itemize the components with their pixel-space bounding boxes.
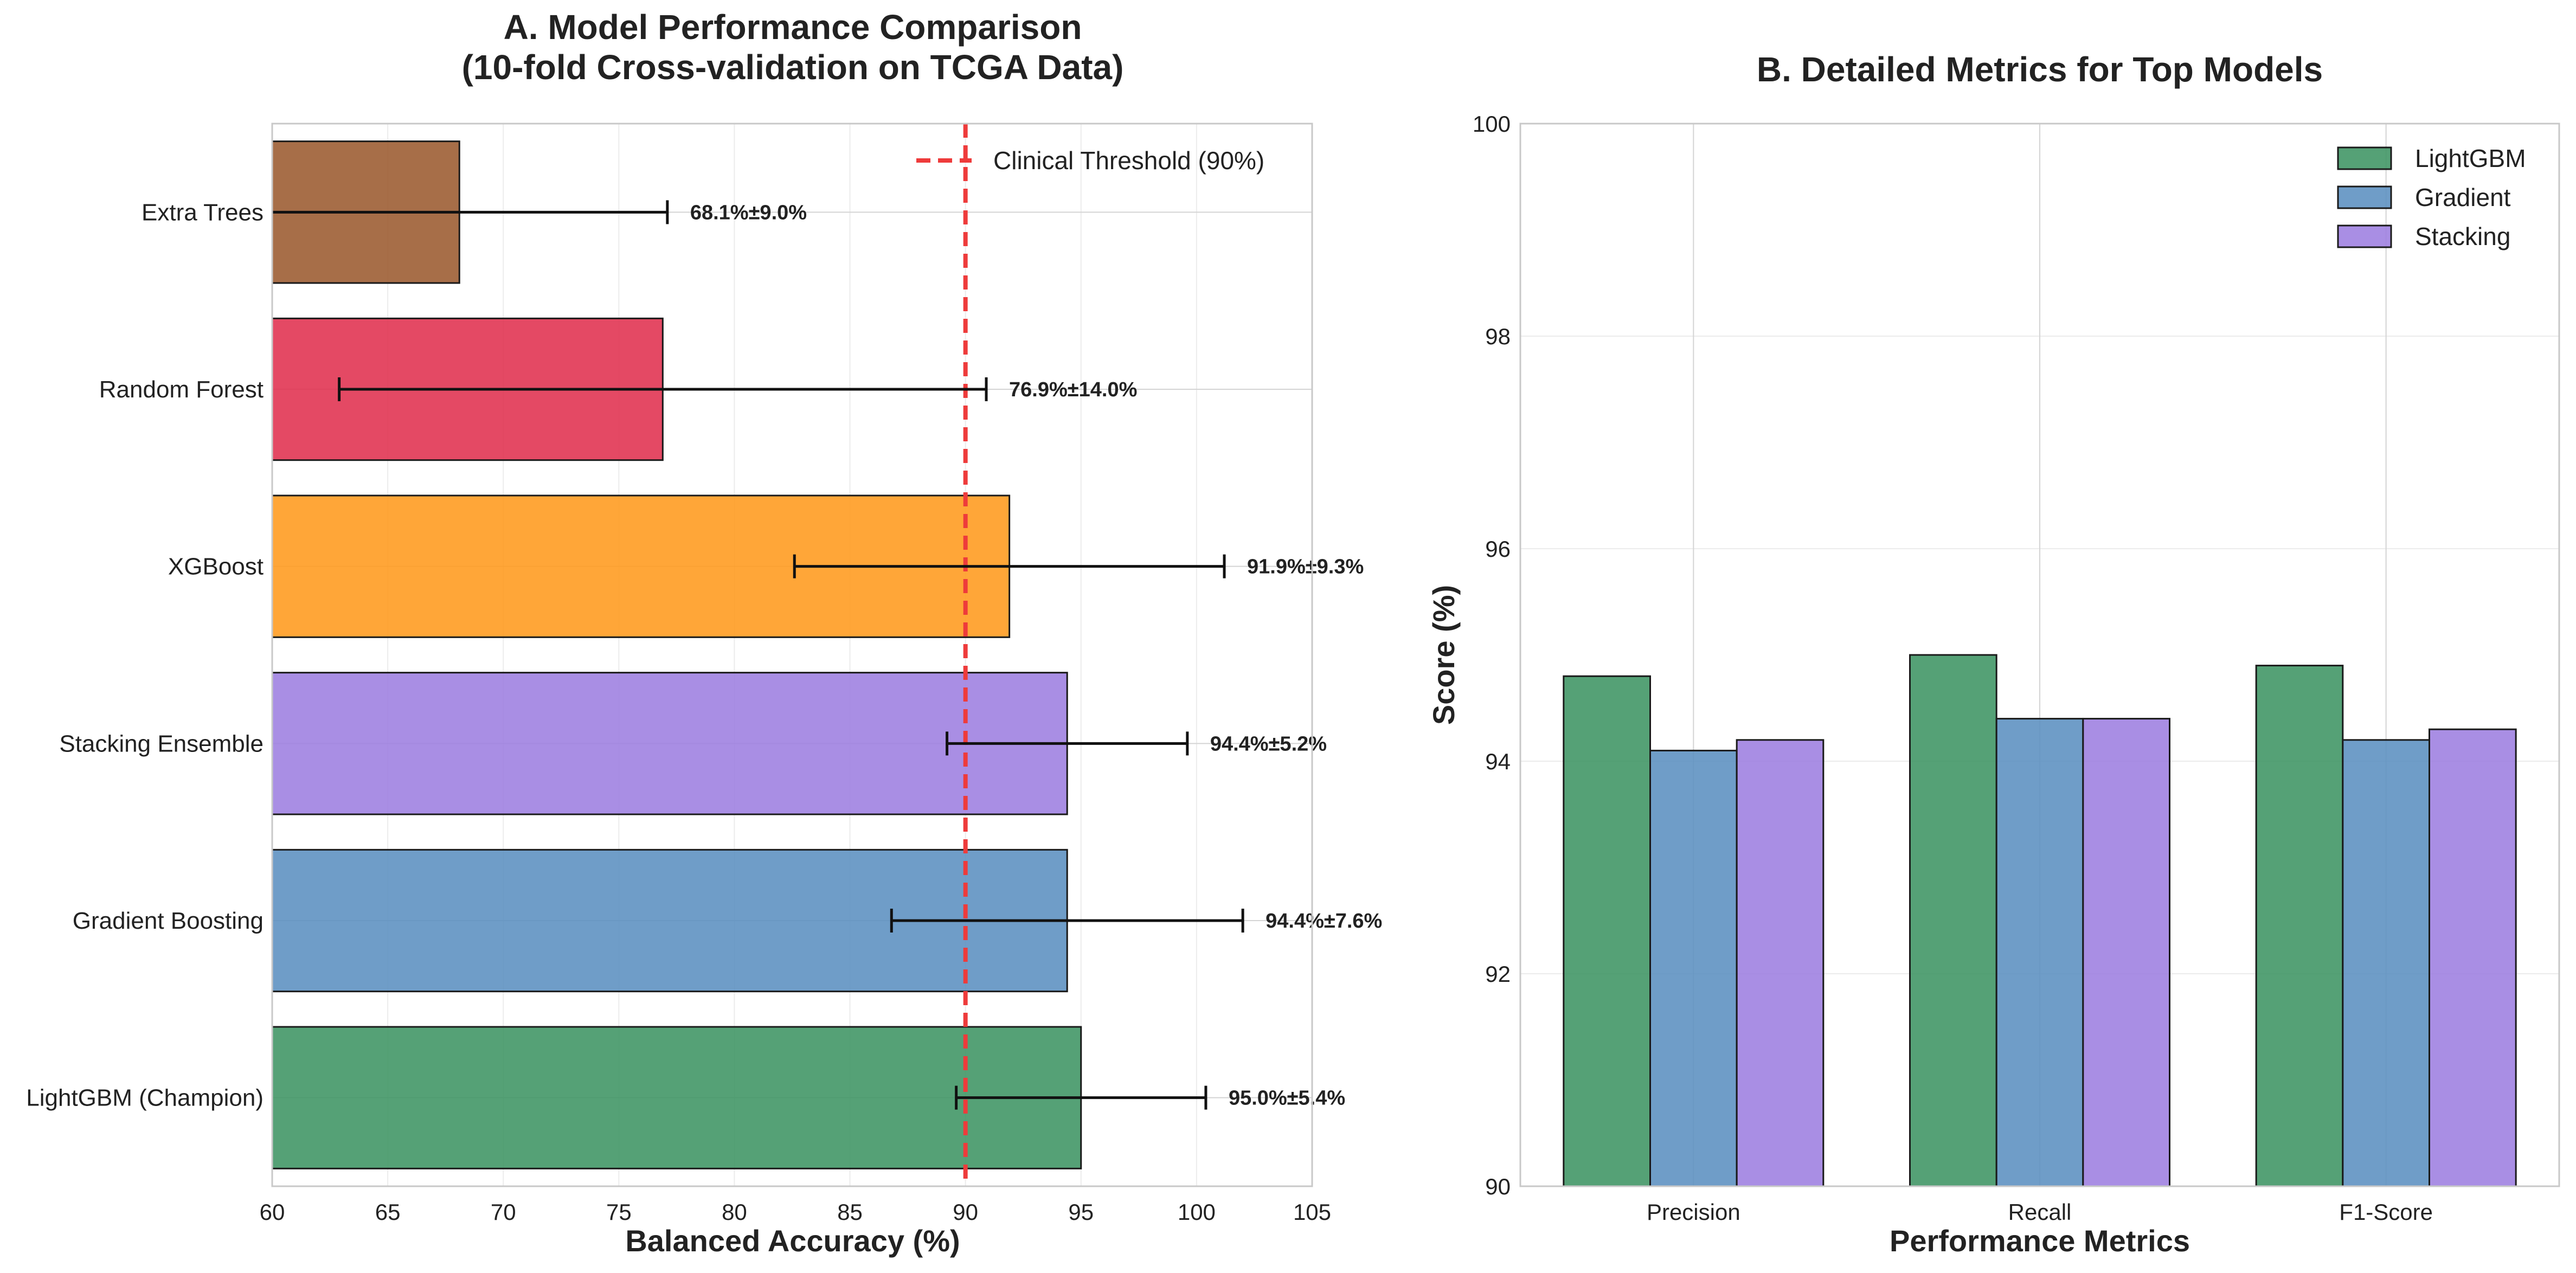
x-tick-label-75: 75 [606, 1199, 632, 1225]
x-tick-label-100: 100 [1178, 1199, 1216, 1225]
panel-b-x-axis-label: Performance Metrics [1890, 1224, 2190, 1258]
bar-2 [271, 672, 1068, 815]
y-tick-label-90: 90 [1485, 1174, 1511, 1199]
x-tick-label-90: 90 [953, 1199, 978, 1225]
category-label-1: Recall [2008, 1199, 2072, 1225]
panel-a-legend: Clinical Threshold (90%) [916, 146, 1264, 175]
bar-gradient-1 [1995, 718, 2084, 1187]
bar-lightgbm-0 [1563, 675, 1651, 1187]
x-tick-label-65: 65 [375, 1199, 401, 1225]
category-label-2: F1-Score [2339, 1199, 2433, 1225]
panel-b-y-axis-label: Score (%) [1427, 585, 1461, 725]
y-tick-label-98: 98 [1485, 324, 1511, 349]
panel-a-bars [271, 140, 1082, 1169]
bar-gradient-0 [1649, 749, 1738, 1187]
panel-b-legend: LightGBM Gradient Stacking [2337, 144, 2526, 250]
panel-a-x-axis-label: Balanced Accuracy (%) [625, 1224, 960, 1258]
x-tick-label-60: 60 [260, 1199, 285, 1225]
panel-b-frame [1519, 123, 2560, 1187]
bar-lightgbm-2 [2255, 665, 2344, 1187]
panel-b-categories: Precision Recall F1-Score [1647, 1199, 2433, 1225]
y-tick-label-92: 92 [1485, 961, 1511, 987]
panel-a-data-labels: 95.0%±5.4% 94.4%±7.6% 94.4%±5.2% 91.9%±9.3%… [690, 201, 1383, 1109]
category-label-1: Gradient Boosting [73, 908, 264, 934]
panel-a-categories: LightGBM (Champion) Gradient Boosting Stac… [26, 199, 264, 1111]
category-label-0: Precision [1647, 1199, 1740, 1225]
x-tick-label-70: 70 [491, 1199, 516, 1225]
data-label-4: 76.9%±14.0% [1009, 378, 1137, 401]
bar-stacking-1 [2082, 718, 2170, 1187]
category-label-2: Stacking Ensemble [59, 730, 264, 757]
data-label-3: 91.9%±9.3% [1247, 556, 1364, 578]
category-label-0: LightGBM (Champion) [26, 1085, 264, 1111]
legend-swatch-1 [2337, 185, 2392, 209]
x-tick-label-95: 95 [1068, 1199, 1094, 1225]
panel-a-title: A. Model Performance Comparison [504, 8, 1082, 47]
legend-label-0: LightGBM [2415, 144, 2526, 172]
legend-swatch-2 [2337, 224, 2392, 248]
category-label-5: Extra Trees [142, 199, 264, 226]
bar-lightgbm-1 [1909, 654, 1997, 1187]
data-label-5: 68.1%±9.0% [690, 201, 807, 224]
panel-b-y-ticks: 90 92 94 96 98 100 [1473, 111, 1511, 1199]
data-label-1: 94.4%±7.6% [1265, 910, 1382, 933]
category-label-3: XGBoost [168, 554, 264, 580]
bar-gradient-2 [2342, 739, 2431, 1187]
panel-b-bars [1563, 654, 2517, 1187]
panel-b-title: B. Detailed Metrics for Top Models [1757, 50, 2323, 89]
threshold-legend-label: Clinical Threshold (90%) [993, 146, 1264, 175]
y-tick-label-100: 100 [1473, 111, 1511, 137]
bar-stacking-2 [2429, 728, 2517, 1187]
data-label-2: 94.4%±5.2% [1210, 732, 1327, 755]
legend-label-1: Gradient [2415, 183, 2511, 211]
panel-a-x-ticks: 60 65 70 75 80 85 90 95 100 105 [260, 1199, 1331, 1225]
x-tick-label-80: 80 [722, 1199, 747, 1225]
panel-a-frame [271, 123, 1313, 1187]
category-label-4: Random Forest [99, 376, 264, 403]
panel-b: B. Detailed Metrics for Top Models 90929… [1427, 50, 2560, 1258]
panel-a-error-bars [272, 200, 1244, 1110]
legend-label-2: Stacking [2415, 222, 2510, 250]
y-tick-label-96: 96 [1485, 536, 1511, 562]
x-tick-label-105: 105 [1293, 1199, 1331, 1225]
y-tick-label-94: 94 [1485, 749, 1511, 774]
x-tick-label-85: 85 [837, 1199, 863, 1225]
panel-a-subtitle: (10-fold Cross-validation on TCGA Data) [462, 48, 1124, 87]
bar-0 [271, 1026, 1082, 1169]
panel-a: A. Model Performance Comparison (10-fold… [26, 8, 1382, 1258]
legend-swatch-0 [2337, 146, 2392, 170]
bar-stacking-0 [1736, 739, 1825, 1187]
data-label-0: 95.0%±5.4% [1229, 1087, 1345, 1110]
